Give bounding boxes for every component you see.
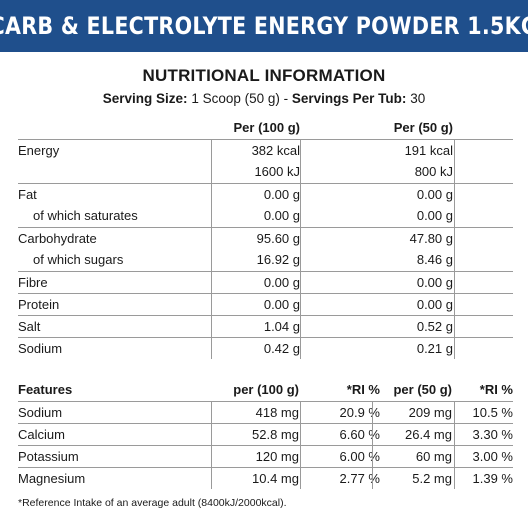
row-per-100g: 0.42 g [263, 341, 300, 356]
row-ri-100g: 6.00 % [339, 449, 380, 464]
row-per-50g: 26.4 mg [405, 427, 452, 442]
row-per-100g: 16.92 g [256, 252, 300, 267]
title-banner: CARB & ELECTROLYTE ENERGY POWDER 1.5KG [0, 0, 528, 52]
features-header-ri-100g: *RI % [346, 382, 380, 397]
row-per-50g: 0.00 g [416, 297, 453, 312]
table-row: Fat 0.00 g 0.00 g [18, 183, 513, 205]
table-row: Carbohydrate 95.60 g 47.80 g [18, 227, 513, 249]
row-per-100g: 0.00 g [263, 297, 300, 312]
row-per-50g: 60 mg [415, 449, 452, 464]
row-per-50g: 0.21 g [416, 341, 453, 356]
serving-info: Serving Size: 1 Scoop (50 g) - Servings … [0, 91, 528, 106]
row-per-100g: 0.00 g [263, 275, 300, 290]
table-row: of which sugars 16.92 g 8.46 g [18, 249, 513, 271]
row-per-50g: 209 mg [408, 405, 452, 420]
row-label: Sodium [18, 405, 63, 420]
row-per-100g: 418 mg [255, 405, 299, 420]
row-per-50g: 0.52 g [416, 319, 453, 334]
table-row: Sodium 418 mg 20.9 % 209 mg 10.5 % [18, 401, 513, 423]
row-label: Fat [18, 187, 37, 202]
column-divider [300, 401, 301, 489]
row-per-100g: 0.00 g [263, 208, 300, 223]
row-per-50g: 0.00 g [416, 187, 453, 202]
row-label: Potassium [18, 449, 79, 464]
column-divider [454, 139, 455, 359]
table-row: of which saturates 0.00 g 0.00 g [18, 205, 513, 227]
column-divider [372, 401, 373, 489]
header-per-50g: Per (50 g) [393, 120, 453, 135]
row-label: Salt [18, 319, 41, 334]
row-label: of which sugars [33, 252, 124, 267]
serving-size-value: 1 Scoop (50 g) - [191, 91, 289, 106]
row-per-50g: 8.46 g [416, 252, 453, 267]
row-label: Magnesium [18, 471, 86, 486]
product-title: CARB & ELECTROLYTE ENERGY POWDER 1.5KG [0, 12, 528, 40]
features-header-per-100g: per (100 g) [233, 382, 299, 397]
table-row: Protein 0.00 g 0.00 g [18, 293, 513, 315]
row-ri-50g: 3.30 % [472, 427, 513, 442]
features-header-per-50g: per (50 g) [393, 382, 452, 397]
row-label: of which saturates [33, 208, 138, 223]
row-per-100g: 52.8 mg [252, 427, 299, 442]
row-per-100g: 1600 kJ [254, 164, 300, 179]
footnote: *Reference Intake of an average adult (8… [18, 497, 287, 509]
features-header-label: Features [18, 382, 73, 397]
row-ri-50g: 10.5 % [472, 405, 513, 420]
table-row: Sodium 0.42 g 0.21 g [18, 337, 513, 359]
row-per-100g: 0.00 g [263, 187, 300, 202]
row-per-100g: 1.04 g [263, 319, 300, 334]
row-per-100g: 95.60 g [256, 231, 300, 246]
features-header-row: Features per (100 g) *RI % per (50 g) *R… [18, 379, 513, 401]
row-per-50g: 47.80 g [409, 231, 453, 246]
column-divider [454, 401, 455, 489]
serving-size-label: Serving Size: [102, 91, 188, 106]
row-ri-100g: 6.60 % [339, 427, 380, 442]
column-divider [211, 139, 212, 359]
row-label: Carbohydrate [18, 231, 97, 246]
row-label: Fibre [18, 275, 48, 290]
row-label: Energy [18, 143, 60, 158]
table-row: Potassium 120 mg 6.00 % 60 mg 3.00 % [18, 445, 513, 467]
row-per-50g: 800 kJ [414, 164, 453, 179]
nutrition-heading: NUTRITIONAL INFORMATION [142, 66, 386, 85]
row-per-50g: 0.00 g [416, 208, 453, 223]
table-row: Fibre 0.00 g 0.00 g [18, 271, 513, 293]
servings-per-tub-value: 30 [410, 91, 426, 106]
row-per-100g: 10.4 mg [252, 471, 299, 486]
row-label: Calcium [18, 427, 65, 442]
row-per-100g: 382 kcal [251, 143, 300, 158]
column-divider [211, 401, 212, 489]
table-row: Energy 382 kcal 191 kcal [18, 139, 513, 161]
row-per-50g: 5.2 mg [412, 471, 452, 486]
table-row: Magnesium 10.4 mg 2.77 % 5.2 mg 1.39 % [18, 467, 513, 489]
servings-per-tub-label: Servings Per Tub: [291, 91, 407, 106]
table-row: Salt 1.04 g 0.52 g [18, 315, 513, 337]
row-per-50g: 0.00 g [416, 275, 453, 290]
row-ri-50g: 1.39 % [472, 471, 513, 486]
nutrition-header-row: Per (100 g) Per (50 g) [18, 117, 513, 139]
header-per-100g: Per (100 g) [233, 120, 300, 135]
row-per-50g: 191 kcal [404, 143, 453, 158]
row-per-100g: 120 mg [255, 449, 299, 464]
row-label: Protein [18, 297, 60, 312]
row-ri-50g: 3.00 % [472, 449, 513, 464]
row-ri-100g: 20.9 % [339, 405, 380, 420]
row-ri-100g: 2.77 % [339, 471, 380, 486]
features-header-ri-50g: *RI % [479, 382, 513, 397]
row-label: Sodium [18, 341, 63, 356]
column-divider [300, 139, 301, 359]
table-row: Calcium 52.8 mg 6.60 % 26.4 mg 3.30 % [18, 423, 513, 445]
table-row: 1600 kJ 800 kJ [18, 161, 513, 183]
